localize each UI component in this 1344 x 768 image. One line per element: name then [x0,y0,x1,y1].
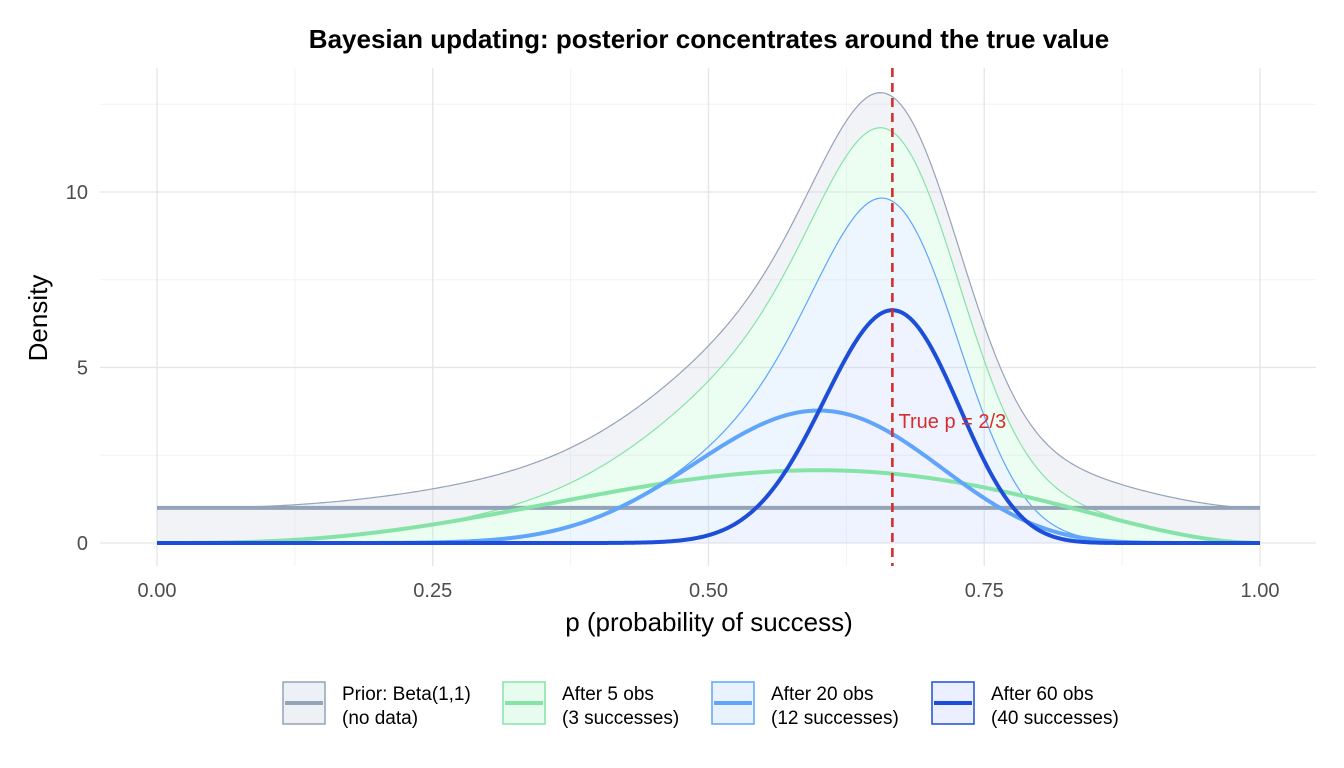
x-tick-label: 1.00 [1241,580,1280,602]
true-value-label: True p = 2/3 [899,411,1007,433]
x-tick-label: 0.50 [689,580,728,602]
area-band-0 [157,92,1260,544]
legend-label: After 60 obs [991,684,1093,705]
legend-item-2: After 20 obs (12 successes) [711,681,899,729]
legend-item-0: Prior: Beta(1,1) (no data) [282,681,471,729]
density-lines [157,308,1261,545]
reference-line-group: True p = 2/3 [891,68,1007,566]
x-tick-label: 0.75 [965,580,1004,602]
legend-item-1: After 5 obs (3 successes) [502,681,679,729]
x-axis-title: p (probability of success) [565,607,853,637]
legend-label: (40 successes) [991,708,1119,729]
y-tick-label: 10 [66,182,88,204]
density-line-1 [157,468,1261,545]
chart-title: Bayesian updating: posterior concentrate… [309,24,1109,54]
legend-label: (3 successes) [562,708,679,729]
x-tick-label: 0.25 [413,580,452,602]
legend-label: After 5 obs [562,684,654,705]
density-line-3 [157,308,1260,545]
legend-label: (12 successes) [771,708,899,729]
y-tick-label: 5 [77,358,88,380]
y-axis-title: Density [23,275,53,362]
y-tick-label: 0 [77,533,88,555]
area-outline-0 [157,92,1261,509]
legend-item-3: After 60 obs (40 successes) [931,681,1119,729]
legend-label: After 20 obs [771,684,873,705]
area-band-3 [157,310,1260,543]
x-tick-label: 0.00 [138,580,177,602]
legend: Prior: Beta(1,1) (no data) After 5 obs (3 s… [282,681,1119,729]
legend-label: (no data) [342,708,418,729]
legend-label: Prior: Beta(1,1) [342,684,471,705]
axis-ticks: 0.00 0.25 0.50 0.75 1.00 0 5 10 [66,182,1280,602]
